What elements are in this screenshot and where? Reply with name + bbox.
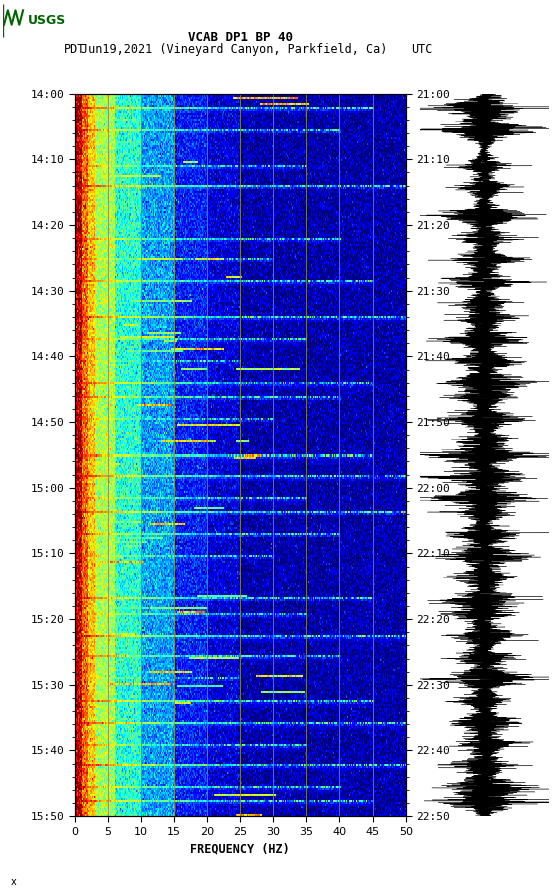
X-axis label: FREQUENCY (HZ): FREQUENCY (HZ) — [190, 842, 290, 855]
Text: UTC: UTC — [412, 44, 433, 56]
Text: x: x — [11, 877, 17, 887]
Text: PDT: PDT — [63, 44, 85, 56]
Text: Jun19,2021 (Vineyard Canyon, Parkfield, Ca): Jun19,2021 (Vineyard Canyon, Parkfield, … — [81, 44, 388, 56]
Text: VCAB DP1 BP 40: VCAB DP1 BP 40 — [188, 31, 293, 44]
Text: USGS: USGS — [28, 14, 66, 27]
